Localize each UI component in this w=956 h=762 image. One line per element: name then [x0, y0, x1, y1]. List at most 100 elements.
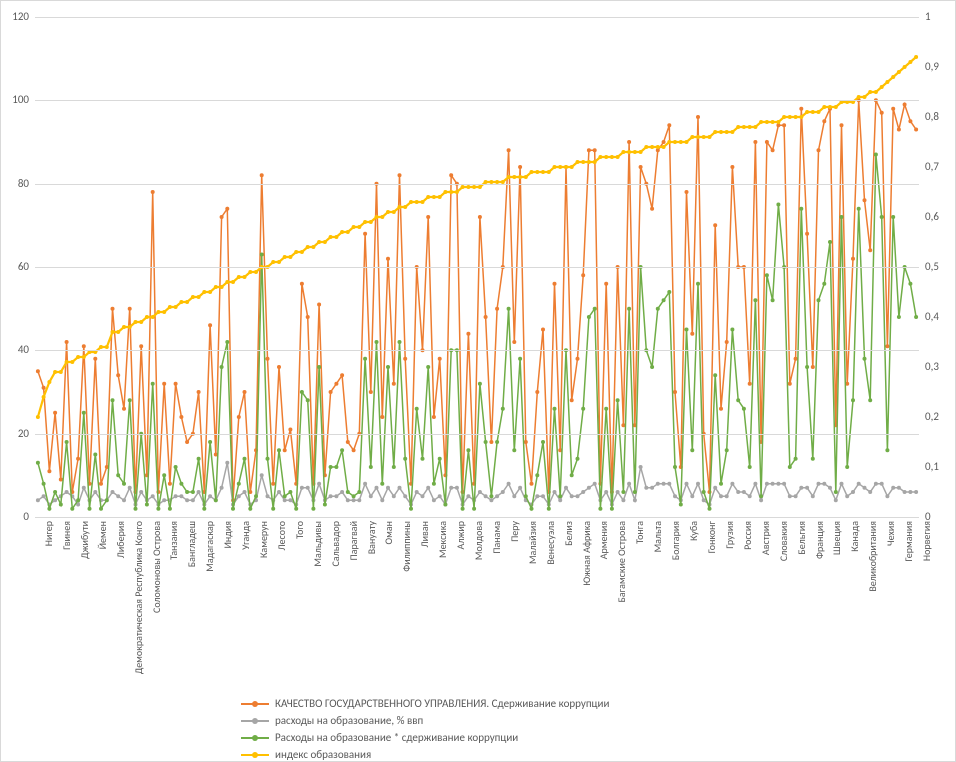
series-marker-edu_spending_pct_gdp: [587, 486, 591, 490]
series-marker-edu_spending_pct_gdp: [449, 486, 453, 490]
series-marker-corruption_control: [914, 128, 918, 132]
series-marker-edu_spending_times_cc: [237, 482, 241, 486]
series-marker-edu_spending_times_cc: [834, 490, 838, 494]
series-marker-corruption_control: [392, 382, 396, 386]
y-right-tick-label: 0,4: [925, 310, 939, 323]
series-marker-edu_spending_pct_gdp: [455, 486, 459, 490]
series-marker-edu_spending_pct_gdp: [604, 490, 608, 494]
series-marker-edu_spending_times_cc: [535, 473, 539, 477]
series-marker-edu_spending_pct_gdp: [191, 498, 195, 502]
series-marker-corruption_control: [432, 415, 436, 419]
series-marker-edu_spending_times_cc: [696, 282, 700, 286]
series-marker-edu_spending_times_cc: [621, 490, 625, 494]
series-marker-edu_spending_pct_gdp: [564, 486, 568, 490]
series-marker-edu_spending_times_cc: [116, 473, 120, 477]
series-marker-education_index: [168, 305, 172, 309]
series-marker-education_index: [151, 315, 155, 319]
series-marker-education_index: [667, 140, 671, 144]
series-marker-corruption_control: [748, 382, 752, 386]
series-marker-edu_spending_times_cc: [725, 448, 729, 452]
series-marker-edu_spending_times_cc: [334, 465, 338, 469]
series-marker-education_index: [409, 200, 413, 204]
series-marker-edu_spending_times_cc: [323, 503, 327, 507]
series-marker-edu_spending_times_cc: [461, 507, 465, 511]
series-marker-corruption_control: [300, 282, 304, 286]
series-marker-corruption_control: [794, 357, 798, 361]
series-marker-education_index: [627, 150, 631, 154]
legend-label: индекс образования: [275, 748, 371, 761]
series-marker-edu_spending_times_cc: [822, 282, 826, 286]
series-marker-corruption_control: [587, 148, 591, 152]
series-marker-education_index: [507, 175, 511, 179]
x-category-label: Норвегия: [920, 521, 933, 561]
series-marker-edu_spending_times_cc: [851, 398, 855, 402]
series-marker-edu_spending_times_cc: [179, 482, 183, 486]
series-marker-education_index: [891, 75, 895, 79]
x-category-label: Демократическая Республика Конго: [132, 521, 145, 674]
series-marker-education_index: [576, 160, 580, 164]
y-left-tick-label: 80: [1, 177, 29, 190]
series-marker-edu_spending_times_cc: [581, 407, 585, 411]
series-marker-education_index: [271, 260, 275, 264]
series-marker-edu_spending_times_cc: [501, 407, 505, 411]
series-marker-education_index: [432, 195, 436, 199]
legend-swatch: [241, 720, 269, 722]
series-marker-education_index: [340, 230, 344, 234]
series-marker-education_index: [179, 300, 183, 304]
series-marker-corruption_control: [266, 357, 270, 361]
series-marker-edu_spending_times_cc: [36, 461, 40, 465]
series-marker-corruption_control: [570, 398, 574, 402]
series-marker-education_index: [885, 80, 889, 84]
series-marker-edu_spending_pct_gdp: [375, 486, 379, 490]
series-marker-corruption_control: [398, 173, 402, 177]
series-marker-corruption_control: [363, 232, 367, 236]
series-marker-education_index: [633, 150, 637, 154]
series-marker-edu_spending_pct_gdp: [518, 486, 522, 490]
series-marker-education_index: [799, 115, 803, 119]
series-marker-edu_spending_pct_gdp: [484, 494, 488, 498]
series-marker-edu_spending_pct_gdp: [885, 494, 889, 498]
series-marker-edu_spending_pct_gdp: [593, 482, 597, 486]
series-marker-edu_spending_pct_gdp: [840, 482, 844, 486]
series-marker-corruption_control: [541, 328, 545, 332]
y-left-tick-label: 0: [1, 510, 29, 523]
series-marker-edu_spending_pct_gdp: [288, 498, 292, 502]
x-category-label: Мадагаскар: [203, 521, 216, 572]
series-marker-corruption_control: [576, 357, 580, 361]
series-marker-education_index: [616, 155, 620, 159]
series-marker-edu_spending_times_cc: [885, 448, 889, 452]
series-marker-edu_spending_pct_gdp: [122, 498, 126, 502]
series-marker-corruption_control: [329, 390, 333, 394]
series-marker-edu_spending_pct_gdp: [753, 482, 757, 486]
series-marker-edu_spending_pct_gdp: [340, 490, 344, 494]
series-marker-edu_spending_times_cc: [82, 411, 86, 415]
series-marker-education_index: [587, 160, 591, 164]
series-marker-edu_spending_times_cc: [398, 340, 402, 344]
series-marker-education_index: [254, 270, 258, 274]
series-marker-edu_spending_pct_gdp: [352, 498, 356, 502]
series-marker-edu_spending_times_cc: [558, 494, 562, 498]
series-marker-corruption_control: [53, 411, 57, 415]
series-marker-education_index: [782, 115, 786, 119]
series-marker-edu_spending_times_cc: [134, 507, 138, 511]
series-marker-edu_spending_times_cc: [329, 465, 333, 469]
series-marker-edu_spending_times_cc: [748, 465, 752, 469]
series-marker-edu_spending_pct_gdp: [346, 498, 350, 502]
series-marker-edu_spending_pct_gdp: [507, 482, 511, 486]
series-marker-edu_spending_pct_gdp: [541, 494, 545, 498]
series-marker-education_index: [214, 285, 218, 289]
chart-container: 020406080100120 00,10,20,30,40,50,60,70,…: [0, 0, 956, 762]
series-marker-edu_spending_times_cc: [208, 440, 212, 444]
series-marker-edu_spending_times_cc: [111, 398, 115, 402]
x-category-label: Россия: [741, 521, 754, 550]
series-marker-education_index: [105, 345, 109, 349]
grid-line: [35, 517, 919, 518]
series-marker-corruption_control: [111, 307, 115, 311]
series-marker-education_index: [185, 300, 189, 304]
x-category-label: Франция: [813, 521, 826, 559]
series-marker-edu_spending_times_cc: [122, 482, 126, 486]
series-marker-edu_spending_times_cc: [598, 507, 602, 511]
series-marker-education_index: [644, 145, 648, 149]
series-marker-edu_spending_pct_gdp: [725, 494, 729, 498]
series-marker-edu_spending_times_cc: [288, 490, 292, 494]
